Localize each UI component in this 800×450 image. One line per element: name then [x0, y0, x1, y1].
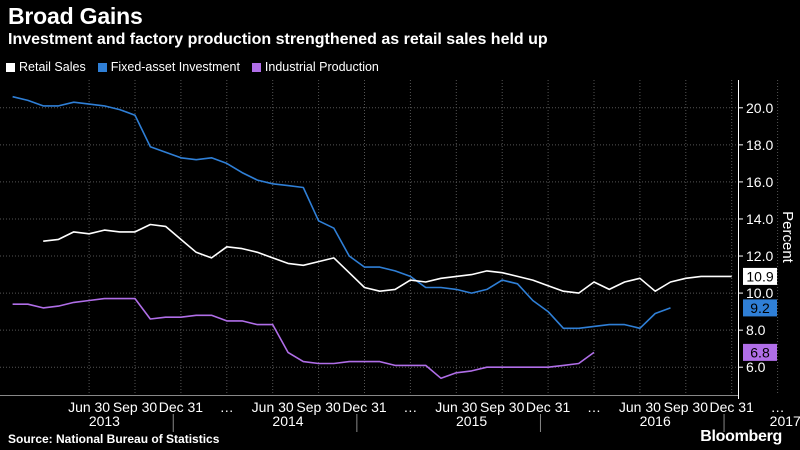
legend-label-fai: Fixed-asset Investment [110, 60, 240, 74]
legend-label-ip: Industrial Production [264, 60, 379, 74]
end-label-box-retail [743, 267, 777, 285]
end-label-fai: 9.2 [750, 300, 770, 316]
x-tick-label: … [587, 399, 601, 415]
x-tick-label: Dec 31 [159, 399, 204, 415]
legend-swatch-retail [6, 62, 15, 72]
y-tick-label: 20.0 [746, 100, 773, 116]
y-tick-label: 10.0 [746, 285, 773, 301]
end-label-box-ip [743, 343, 777, 361]
x-tick-label: Sep 30 [664, 399, 709, 415]
x-tick-label: Jun 30 [619, 399, 661, 415]
series-line-ip [12, 297, 595, 380]
year-label: 2016 [640, 413, 671, 429]
chart-subtitle: Investment and factory production streng… [8, 31, 548, 48]
end-label-retail: 10.9 [746, 268, 773, 284]
legend-swatch-ip [251, 62, 261, 72]
legend-swatch-fai [97, 62, 107, 72]
end-label-ip: 6.8 [750, 344, 770, 360]
x-tick-label: Jun 30 [252, 399, 294, 415]
x-tick-label: Dec 31 [710, 399, 755, 415]
x-tick-label: Sep 30 [296, 399, 341, 415]
year-label: 2013 [89, 413, 120, 429]
x-tick-label: Jun 30 [68, 399, 110, 415]
x-tick-label: Sep 30 [480, 399, 525, 415]
y-axis-title: Percent [779, 211, 796, 264]
chart-title: Broad Gains [8, 3, 143, 29]
y-tick-label: 12.0 [746, 248, 773, 264]
legend: Retail Sales Fixed-asset Investment Indu… [6, 60, 379, 74]
source-note: Source: National Bureau of Statistics [8, 432, 220, 446]
series-line-retail [43, 223, 732, 294]
x-tick-label: Dec 31 [526, 399, 571, 415]
y-tick-label: 16.0 [746, 174, 773, 190]
x-tick-label: … [220, 399, 234, 415]
x-tick-label: … [771, 399, 785, 415]
legend-item-retail[interactable]: Retail Sales [6, 60, 86, 74]
x-tick-label: Sep 30 [113, 399, 158, 415]
y-tick-label: 14.0 [746, 211, 773, 227]
year-label: 2015 [456, 413, 487, 429]
y-tick-label: 6.0 [746, 359, 766, 375]
legend-label-retail: Retail Sales [19, 60, 86, 74]
x-tick-label: Dec 31 [342, 399, 387, 415]
y-tick-label: 18.0 [746, 137, 773, 153]
bloomberg-logo: Bloomberg [700, 428, 782, 445]
x-tick-label: … [403, 399, 417, 415]
series-line-fai [12, 95, 671, 330]
year-label: 2014 [272, 413, 303, 429]
x-tick-label: Jun 30 [435, 399, 477, 415]
year-label: 2017 [770, 413, 800, 429]
legend-item-ip[interactable]: Industrial Production [251, 60, 379, 74]
end-label-box-fai [743, 299, 777, 317]
legend-item-fai[interactable]: Fixed-asset Investment [97, 60, 240, 74]
y-tick-label: 8.0 [746, 322, 766, 338]
